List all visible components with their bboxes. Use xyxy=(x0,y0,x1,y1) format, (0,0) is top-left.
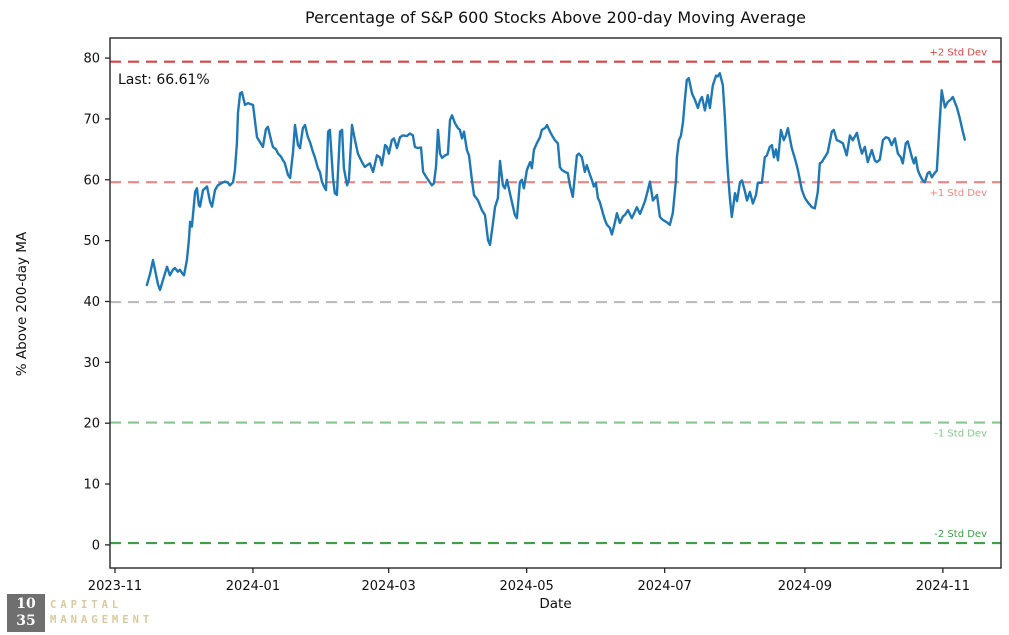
y-tick-label: 20 xyxy=(83,417,100,432)
logo-number-top: 10 xyxy=(16,596,36,612)
y-tick-label: 80 xyxy=(83,52,100,67)
plot-frame xyxy=(109,37,1002,569)
x-tick-label: 2024-09 xyxy=(778,579,832,594)
y-axis-label: % Above 200-day MA xyxy=(14,231,30,377)
x-tick-label: 2024-03 xyxy=(362,579,416,594)
refline-label: +1 Std Dev xyxy=(930,188,988,199)
x-tick-label: 2024-07 xyxy=(637,579,691,594)
refline-label: -2 Std Dev xyxy=(934,529,987,540)
logo-mark: 10 35 xyxy=(7,594,45,632)
data-line xyxy=(145,72,966,292)
x-tick-label: 2024-05 xyxy=(499,579,553,594)
logo-word-capital: CAPITAL xyxy=(50,599,123,611)
y-tick-label: 10 xyxy=(83,478,100,493)
y-tick-label: 0 xyxy=(92,538,100,553)
last-value-annotation: Last: 66.61% xyxy=(118,72,210,88)
logo-wordmark: CAPITAL MANAGEMENT xyxy=(50,594,153,632)
chart-title: Percentage of S&P 600 Stocks Above 200-d… xyxy=(304,8,806,27)
y-tick-label: 50 xyxy=(83,234,100,249)
refline-label: -1 Std Dev xyxy=(934,429,987,440)
refline-label: +2 Std Dev xyxy=(930,48,988,59)
logo-number-bottom: 35 xyxy=(16,613,36,629)
y-tick-label: 30 xyxy=(83,356,100,371)
x-tick-label: 2024-01 xyxy=(226,579,280,594)
x-axis-label: Date xyxy=(539,596,572,612)
logo-word-management: MANAGEMENT xyxy=(50,614,154,626)
x-tick-label: 2024-11 xyxy=(916,579,970,594)
y-tick-label: 70 xyxy=(83,112,100,127)
company-logo: 10 35 CAPITAL MANAGEMENT xyxy=(7,594,153,632)
x-tick-label: 2023-11 xyxy=(88,579,142,594)
y-tick-label: 40 xyxy=(83,295,100,310)
y-tick-label: 60 xyxy=(83,173,100,188)
